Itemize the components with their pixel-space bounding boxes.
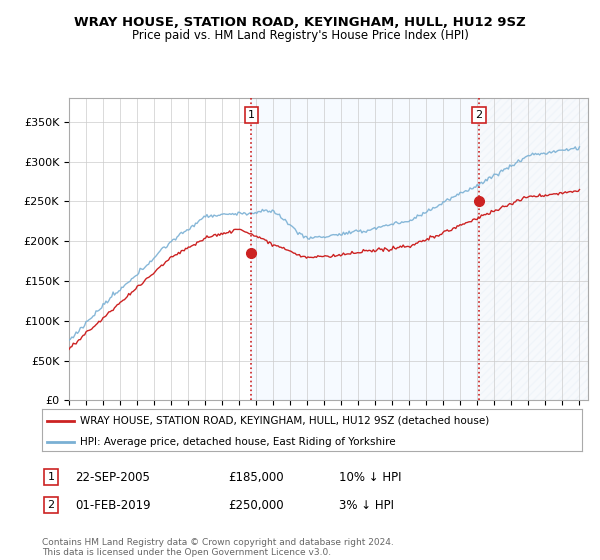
- Text: 3% ↓ HPI: 3% ↓ HPI: [339, 498, 394, 512]
- Bar: [251, 98, 479, 400]
- Text: £250,000: £250,000: [228, 498, 284, 512]
- Text: 10% ↓ HPI: 10% ↓ HPI: [339, 470, 401, 484]
- Text: WRAY HOUSE, STATION ROAD, KEYINGHAM, HULL, HU12 9SZ (detached house): WRAY HOUSE, STATION ROAD, KEYINGHAM, HUL…: [80, 416, 489, 426]
- Text: WRAY HOUSE, STATION ROAD, KEYINGHAM, HULL, HU12 9SZ: WRAY HOUSE, STATION ROAD, KEYINGHAM, HUL…: [74, 16, 526, 29]
- Text: Price paid vs. HM Land Registry's House Price Index (HPI): Price paid vs. HM Land Registry's House …: [131, 29, 469, 42]
- Bar: [479, 98, 588, 400]
- Bar: [479, 98, 588, 400]
- Text: 1: 1: [47, 472, 55, 482]
- Text: 22-SEP-2005: 22-SEP-2005: [75, 470, 150, 484]
- Text: 01-FEB-2019: 01-FEB-2019: [75, 498, 151, 512]
- Text: HPI: Average price, detached house, East Riding of Yorkshire: HPI: Average price, detached house, East…: [80, 437, 395, 446]
- Text: 1: 1: [248, 110, 255, 120]
- Text: Contains HM Land Registry data © Crown copyright and database right 2024.
This d: Contains HM Land Registry data © Crown c…: [42, 538, 394, 557]
- Text: £185,000: £185,000: [228, 470, 284, 484]
- Text: 2: 2: [47, 500, 55, 510]
- Text: 2: 2: [475, 110, 482, 120]
